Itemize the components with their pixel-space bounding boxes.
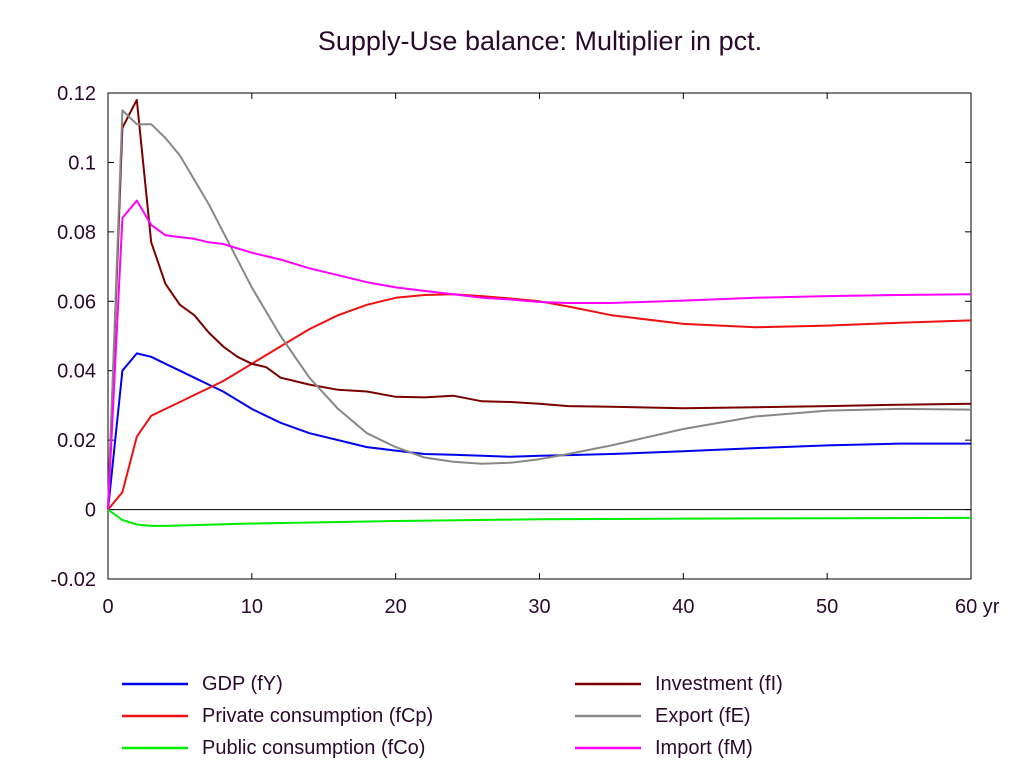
x-tick-label: 10 [241, 596, 263, 618]
y-tick-label: 0 [85, 500, 96, 522]
series-group [107, 98, 972, 527]
y-tick-label: 0.02 [57, 430, 96, 452]
legend-label-5: Import (fM) [655, 737, 753, 759]
legend: GDP (fY) Private consumption (fCp) Public … [122, 673, 783, 759]
series-line-4 [107, 109, 972, 510]
y-tick-label: 0.12 [57, 83, 96, 105]
y-tick-label: 0.1 [68, 152, 96, 174]
x-tick-label: 20 [385, 596, 407, 618]
legend-label-1: Private consumption (fCp) [202, 705, 433, 727]
legend-label-4: Export (fE) [655, 705, 751, 727]
x-tick-label: 40 [672, 596, 694, 618]
x-tick-label: 0 [102, 596, 113, 618]
plot-border [107, 92, 972, 580]
series-line-0 [107, 352, 971, 510]
y-tick-label: 0.04 [57, 361, 96, 383]
x-tick-label: 50 [816, 596, 838, 618]
plot-frame [107, 92, 972, 580]
x-tick-label: 30 [528, 596, 550, 618]
x-tick-label: 60 yr [955, 596, 1000, 618]
legend-label-0: GDP (fY) [202, 673, 283, 695]
legend-label-2: Public consumption (fCo) [202, 737, 425, 759]
y-tick-label: 0.08 [57, 222, 96, 244]
legend-label-3: Investment (fI) [655, 673, 783, 695]
y-tick-label: -0.02 [50, 569, 96, 591]
series-line-5 [107, 199, 972, 510]
series-line-1 [107, 293, 972, 511]
axis-ticks: -0.02 0 0.02 0.04 0.06 0.08 0.1 0.12 0 10 20 30 40 50… [50, 83, 999, 618]
chart-title: Supply-Use balance: Multiplier in pct. [318, 26, 762, 56]
series-line-2 [107, 508, 972, 527]
y-tick-label: 0.06 [57, 291, 96, 313]
series-line-3 [107, 98, 972, 510]
